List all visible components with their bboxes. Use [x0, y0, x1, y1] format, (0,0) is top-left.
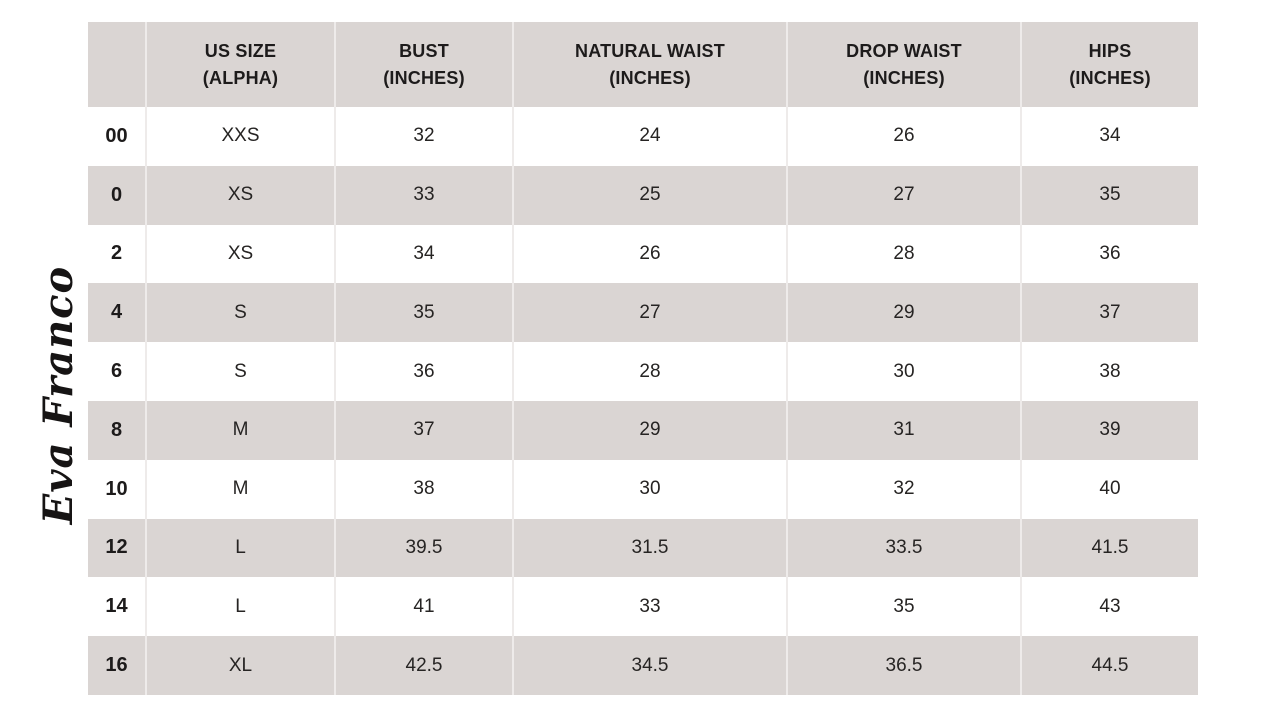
bust-cell: 36: [334, 342, 512, 401]
alpha-cell: S: [145, 342, 334, 401]
natural-waist-cell: 31.5: [512, 518, 786, 578]
drop-waist-cell: 31: [786, 400, 1020, 460]
drop-waist-cell: 30: [786, 342, 1020, 401]
hips-cell: 43: [1020, 577, 1198, 637]
table-row: 10 M 38 30 32 40: [88, 459, 1198, 519]
size-cell: 16: [105, 654, 128, 677]
hips-cell: 41.5: [1020, 518, 1198, 578]
header-cell-hips: HIPS (INCHES): [1020, 22, 1198, 107]
alpha-cell: L: [145, 577, 334, 637]
hips-cell: 34: [1020, 107, 1198, 166]
bust-cell: 35: [334, 283, 512, 343]
alpha-cell: M: [145, 400, 334, 460]
bust-cell: 39.5: [334, 518, 512, 578]
size-cell: 00: [105, 124, 128, 147]
hips-cell: 39: [1020, 400, 1198, 460]
hips-cell: 36: [1020, 224, 1198, 284]
eva-franco-logo-text: Eva Franco: [34, 265, 82, 525]
hips-cell: 44.5: [1020, 636, 1198, 695]
table-row: 16 XL 42.5 34.5 36.5 44.5: [88, 636, 1198, 695]
alpha-cell: XXS: [145, 107, 334, 166]
alpha-cell: XL: [145, 636, 334, 695]
table-row: 00 XXS 32 24 26 34: [88, 107, 1198, 166]
alpha-cell: L: [145, 518, 334, 578]
natural-waist-cell: 29: [512, 400, 786, 460]
drop-waist-cell: 35: [786, 577, 1020, 637]
hips-cell: 40: [1020, 459, 1198, 519]
size-cell: 0: [110, 183, 123, 206]
table-row: 2 XS 34 26 28 36: [88, 224, 1198, 284]
table-row: 6 S 36 28 30 38: [88, 342, 1198, 401]
header-cell-blank: [88, 22, 145, 107]
size-cell: 12: [105, 536, 128, 559]
drop-waist-cell: 28: [786, 224, 1020, 284]
natural-waist-cell: 25: [512, 165, 786, 225]
bust-cell: 34: [334, 224, 512, 284]
size-cell: 2: [110, 242, 123, 265]
bust-cell: 41: [334, 577, 512, 637]
header-cell-drop-waist: DROP WAIST (INCHES): [786, 22, 1020, 107]
table-row: 4 S 35 27 29 37: [88, 283, 1198, 343]
bust-cell: 32: [334, 107, 512, 166]
alpha-cell: XS: [145, 224, 334, 284]
drop-waist-cell: 26: [786, 107, 1020, 166]
hips-cell: 37: [1020, 283, 1198, 343]
natural-waist-cell: 27: [512, 283, 786, 343]
alpha-cell: S: [145, 283, 334, 343]
table-row: 12 L 39.5 31.5 33.5 41.5: [88, 518, 1198, 578]
drop-waist-cell: 29: [786, 283, 1020, 343]
bust-cell: 33: [334, 165, 512, 225]
bust-cell: 42.5: [334, 636, 512, 695]
size-cell: 6: [110, 360, 123, 383]
bust-cell: 37: [334, 400, 512, 460]
table-header-row: US SIZE (ALPHA) BUST (INCHES) NATURAL WA…: [88, 22, 1198, 107]
drop-waist-cell: 36.5: [786, 636, 1020, 695]
hips-cell: 38: [1020, 342, 1198, 401]
size-cell: 14: [105, 595, 128, 618]
alpha-cell: M: [145, 459, 334, 519]
size-cell: 4: [110, 301, 123, 324]
natural-waist-cell: 33: [512, 577, 786, 637]
header-cell-natural-waist: NATURAL WAIST (INCHES): [512, 22, 786, 107]
header-cell-us-size-alpha: US SIZE (ALPHA): [145, 22, 334, 107]
table-row: 0 XS 33 25 27 35: [88, 165, 1198, 225]
natural-waist-cell: 24: [512, 107, 786, 166]
header-cell-bust: BUST (INCHES): [334, 22, 512, 107]
table-row: 8 M 37 29 31 39: [88, 400, 1198, 460]
drop-waist-cell: 33.5: [786, 518, 1020, 578]
natural-waist-cell: 30: [512, 459, 786, 519]
alpha-cell: XS: [145, 165, 334, 225]
size-cell: 8: [110, 418, 123, 441]
drop-waist-cell: 27: [786, 165, 1020, 225]
natural-waist-cell: 28: [512, 342, 786, 401]
size-chart-table: US SIZE (ALPHA) BUST (INCHES) NATURAL WA…: [88, 22, 1198, 695]
bust-cell: 38: [334, 459, 512, 519]
natural-waist-cell: 34.5: [512, 636, 786, 695]
table-row: 14 L 41 33 35 43: [88, 577, 1198, 637]
size-cell: 10: [105, 477, 128, 500]
hips-cell: 35: [1020, 165, 1198, 225]
natural-waist-cell: 26: [512, 224, 786, 284]
drop-waist-cell: 32: [786, 459, 1020, 519]
